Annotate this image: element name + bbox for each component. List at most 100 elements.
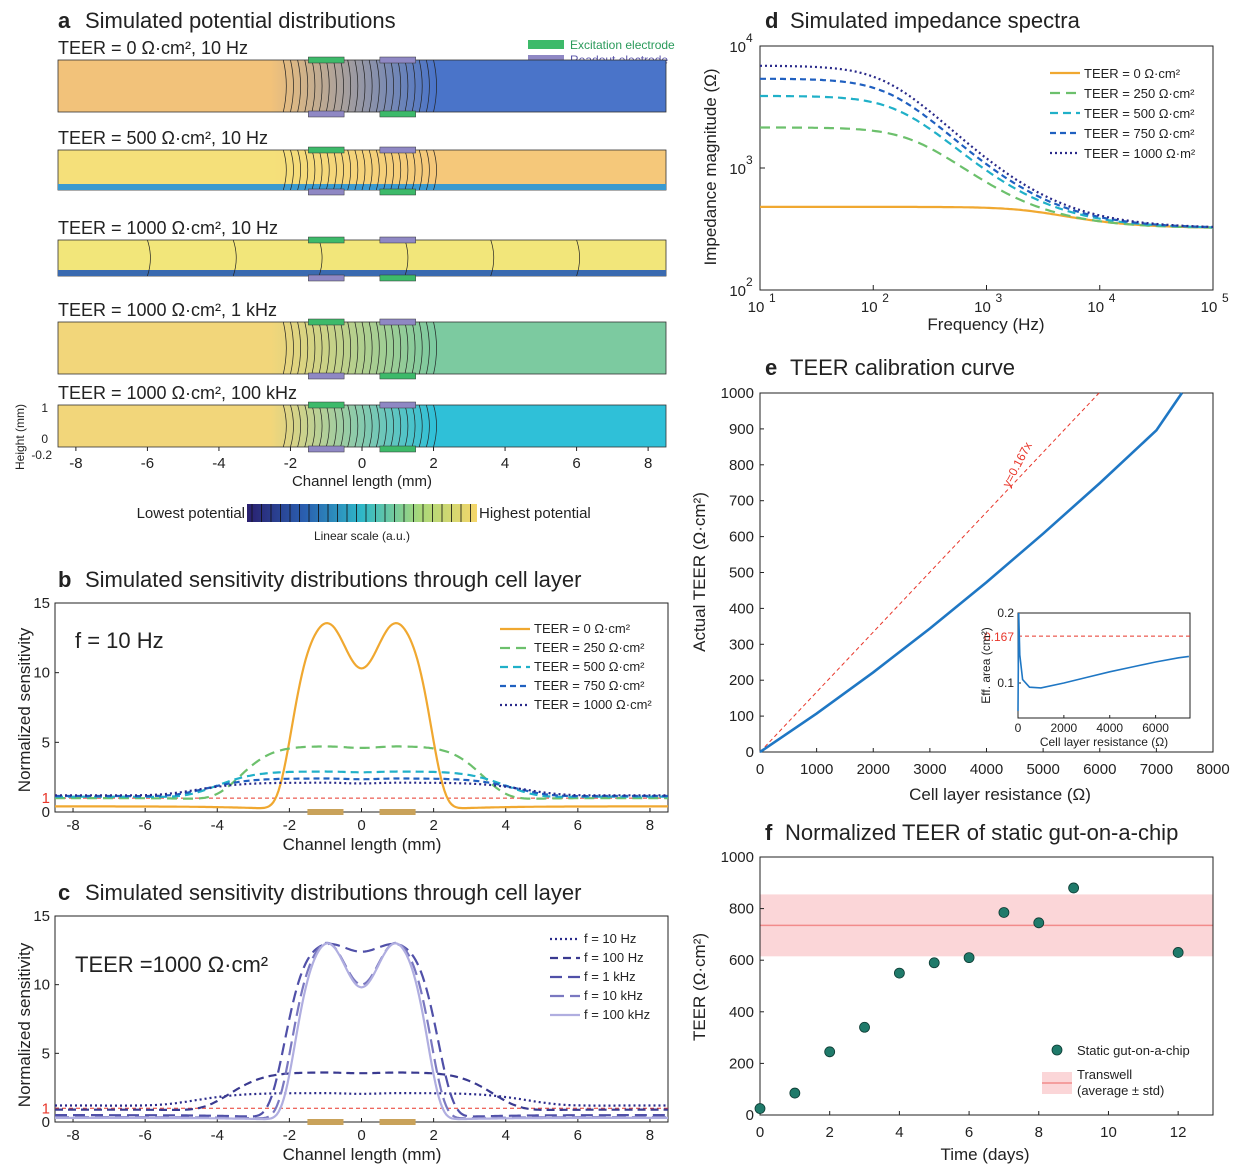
potential-strips: TEER = 0 Ω·cm², 10 Hz TEER = 500 Ω·cm², 1… (57, 38, 667, 453)
colorbar-gradient (247, 504, 477, 522)
data-point (928, 957, 940, 969)
contour-line (297, 321, 301, 375)
panel-c-letter: c (58, 880, 70, 905)
contour-line (340, 59, 344, 113)
y-tick-label: 10 (33, 665, 50, 682)
x-tick-label: 0 (756, 1124, 764, 1141)
contour-line (390, 149, 394, 191)
contour-line (290, 404, 294, 448)
contour-line (290, 59, 294, 113)
x-tick-label: -6 (138, 817, 151, 834)
legend-label: f = 10 kHz (584, 988, 643, 1003)
inset-frame (1017, 612, 1191, 719)
contour-line (340, 149, 344, 191)
excitation-electrode (379, 445, 416, 453)
contour-line (304, 59, 309, 113)
contour-line (397, 59, 402, 113)
y-tick-label: 1000 (721, 849, 754, 866)
contour-line (433, 404, 437, 448)
data-point (1033, 917, 1045, 929)
x-tick-label: 10 (748, 299, 765, 316)
electrode-marker (379, 1119, 416, 1125)
contour-line (361, 404, 366, 448)
y-tick-label: 400 (729, 1004, 754, 1021)
contour-line (375, 321, 380, 375)
readout-electrode (379, 401, 416, 409)
panel-f-title: Normalized TEER of static gut-on-a-chip (785, 820, 1178, 845)
legend-label: (average ± std) (1077, 1083, 1164, 1098)
height-tick: 1 (41, 401, 48, 415)
x-tick-label: 0 (756, 761, 764, 778)
legend-label: Static gut-on-a-chip (1077, 1043, 1190, 1058)
contour-line (290, 321, 294, 375)
contour-line (397, 321, 402, 375)
colorbar-high-label: Highest potential (479, 505, 591, 522)
x-tick-label: 4 (502, 1127, 510, 1144)
y-tick-label: 700 (729, 493, 754, 510)
readout-electrode (379, 318, 416, 326)
x-tick-label: 4 (502, 817, 510, 834)
y-tick-label: 0 (746, 744, 754, 761)
excitation-electrode (379, 110, 416, 118)
contour-line (418, 59, 423, 113)
x-tick-label: -2 (284, 455, 297, 472)
panel-a-letter: a (58, 8, 71, 33)
height-label: Height (mm) (13, 404, 27, 470)
data-point (1068, 882, 1080, 894)
y-tick-label: 900 (729, 421, 754, 438)
contour-line (418, 149, 423, 191)
series-line (55, 781, 668, 797)
x-tick-label: 2 (429, 455, 437, 472)
contour-line (311, 149, 316, 191)
x-tick-label: 10 (1100, 1124, 1117, 1141)
panel-e-title: TEER calibration curve (790, 355, 1015, 380)
electrode-marker (379, 809, 416, 815)
legend-label: TEER = 750 Ω·cm² (534, 678, 645, 693)
contour-line (418, 404, 423, 448)
contour-line (375, 404, 380, 448)
x-tick-label: -8 (66, 1127, 79, 1144)
contour-line (433, 149, 437, 191)
contour-line (282, 59, 287, 113)
legend-label: Transwell (1077, 1067, 1132, 1082)
excitation-electrode (379, 188, 416, 196)
series-line (55, 621, 668, 810)
contour-line (333, 149, 337, 191)
y-tick-label: 0 (42, 1114, 50, 1131)
series-line (55, 942, 668, 1118)
inset-y-tick-label: 0.1 (997, 676, 1014, 690)
y-tick-label: 5 (42, 1045, 50, 1062)
x-tick-label: 6000 (1083, 761, 1116, 778)
x-tick-label: 0 (357, 817, 365, 834)
inset-x-tick-label: 2000 (1051, 721, 1078, 735)
series-line (55, 1071, 668, 1111)
contour-line (490, 239, 495, 277)
contour-line (433, 321, 437, 375)
contour-line (411, 59, 416, 113)
excitation-legend-label: Excitation electrode (570, 38, 675, 52)
panel-c-title: Simulated sensitivity distributions thro… (85, 880, 581, 905)
contour-line (325, 149, 330, 191)
x-tick-label: 4 (895, 1124, 903, 1141)
inset-curve (1017, 612, 1190, 712)
legend-label: TEER = 0 Ω·cm² (534, 621, 631, 636)
contour-line (325, 321, 330, 375)
panel-b-letter: b (58, 567, 71, 592)
x-tick-label: 6 (965, 1124, 973, 1141)
x-tick-label: 8000 (1196, 761, 1229, 778)
contour-line (404, 404, 409, 448)
legend-marker (1051, 1044, 1063, 1056)
strip-label: TEER = 1000 Ω·cm², 100 kHz (58, 383, 297, 403)
contour-line (333, 321, 337, 375)
y-tick-label: 10 (729, 39, 746, 56)
electrode-marker (307, 1119, 344, 1125)
contour-line (383, 59, 387, 113)
panel-b-xlabel: Channel length (mm) (283, 835, 442, 854)
excitation-electrode (308, 318, 345, 326)
panel-b-title: Simulated sensitivity distributions thro… (85, 567, 581, 592)
panel-e: e TEER calibration curve 0 1000 2000 3000 40… (690, 355, 1230, 804)
contour-line (383, 404, 387, 448)
